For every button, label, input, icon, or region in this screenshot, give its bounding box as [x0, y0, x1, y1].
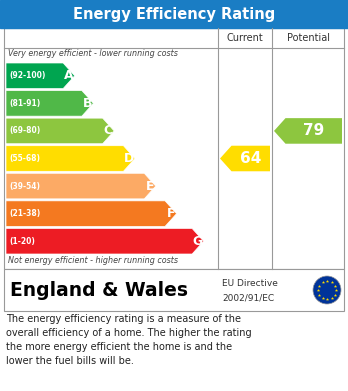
Text: G: G [193, 235, 203, 248]
Text: A: A [64, 69, 74, 82]
Text: (81-91): (81-91) [9, 99, 40, 108]
Text: D: D [124, 152, 134, 165]
Text: C: C [104, 124, 113, 137]
Polygon shape [6, 173, 156, 199]
Polygon shape [6, 118, 114, 144]
Text: Energy Efficiency Rating: Energy Efficiency Rating [73, 7, 275, 22]
Text: (21-38): (21-38) [9, 209, 40, 218]
Text: (69-80): (69-80) [9, 126, 40, 135]
Text: (55-68): (55-68) [9, 154, 40, 163]
Text: Very energy efficient - lower running costs: Very energy efficient - lower running co… [8, 49, 178, 58]
Bar [0, 0, 348, 28]
Text: Current: Current [227, 33, 263, 43]
Polygon shape [6, 201, 176, 226]
Text: England & Wales: England & Wales [10, 280, 188, 300]
Text: 79: 79 [303, 124, 324, 138]
Bar [4, 28, 344, 269]
Circle shape [313, 276, 341, 304]
Text: The energy efficiency rating is a measure of the
overall efficiency of a home. T: The energy efficiency rating is a measur… [6, 314, 252, 366]
Text: 64: 64 [240, 151, 261, 166]
Polygon shape [6, 63, 74, 89]
Polygon shape [6, 91, 93, 116]
Text: B: B [83, 97, 92, 110]
Text: Potential: Potential [286, 33, 330, 43]
Text: F: F [167, 207, 175, 220]
Polygon shape [6, 146, 135, 171]
Text: E: E [146, 179, 154, 193]
Text: (92-100): (92-100) [9, 71, 45, 80]
Text: (39-54): (39-54) [9, 181, 40, 190]
Polygon shape [6, 228, 204, 254]
Text: EU Directive: EU Directive [222, 279, 278, 288]
Bar [4, 269, 344, 311]
Text: 2002/91/EC: 2002/91/EC [222, 293, 274, 302]
Text: (1-20): (1-20) [9, 237, 35, 246]
Polygon shape [274, 118, 342, 144]
Text: Not energy efficient - higher running costs: Not energy efficient - higher running co… [8, 256, 178, 265]
Polygon shape [220, 146, 270, 171]
